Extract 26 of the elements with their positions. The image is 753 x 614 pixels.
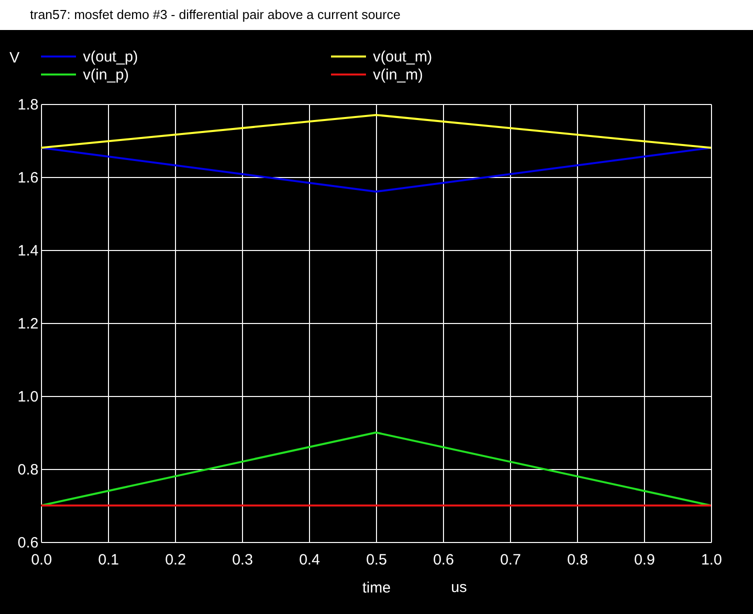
x-tick-label: 0.5	[366, 552, 387, 568]
x-tick-label: 0.1	[98, 552, 119, 568]
x-tick-label: 0.0	[31, 552, 52, 568]
x-tick-label: 0.2	[165, 552, 186, 568]
text: us	[451, 579, 467, 596]
legend-label: v(in_p)	[83, 66, 129, 84]
y-tick-label: 1.8	[18, 96, 38, 114]
legend-label: v(in_m)	[373, 66, 424, 84]
chart-title: tran57: mosfet demo #3 - differential pair above a current source	[30, 7, 400, 22]
y-tick-label: 1.6	[18, 170, 38, 186]
x-tick-label: 0.9	[634, 552, 655, 568]
legend-label: v(out_p)	[83, 48, 138, 66]
y-tick-label: 0.8	[18, 462, 38, 478]
x-tick-label: 1.0	[701, 552, 722, 568]
y-tick-label: 1.0	[18, 388, 38, 406]
x-tick-label: 0.8	[567, 552, 588, 568]
x-tick-label: 0.6	[433, 552, 454, 568]
legend-label: v(out_m)	[373, 48, 432, 66]
y-tick-label: 1.4	[18, 242, 38, 260]
y-tick-label: 0.6	[18, 534, 38, 552]
y-axis-title: V	[9, 50, 20, 66]
y-tick-label: 1.2	[18, 316, 38, 332]
x-tick-label: 0.7	[500, 552, 521, 568]
x-tick-label: 0.4	[299, 552, 320, 568]
x-tick-label: 0.3	[232, 552, 253, 568]
x-axis-title: time	[362, 580, 391, 596]
